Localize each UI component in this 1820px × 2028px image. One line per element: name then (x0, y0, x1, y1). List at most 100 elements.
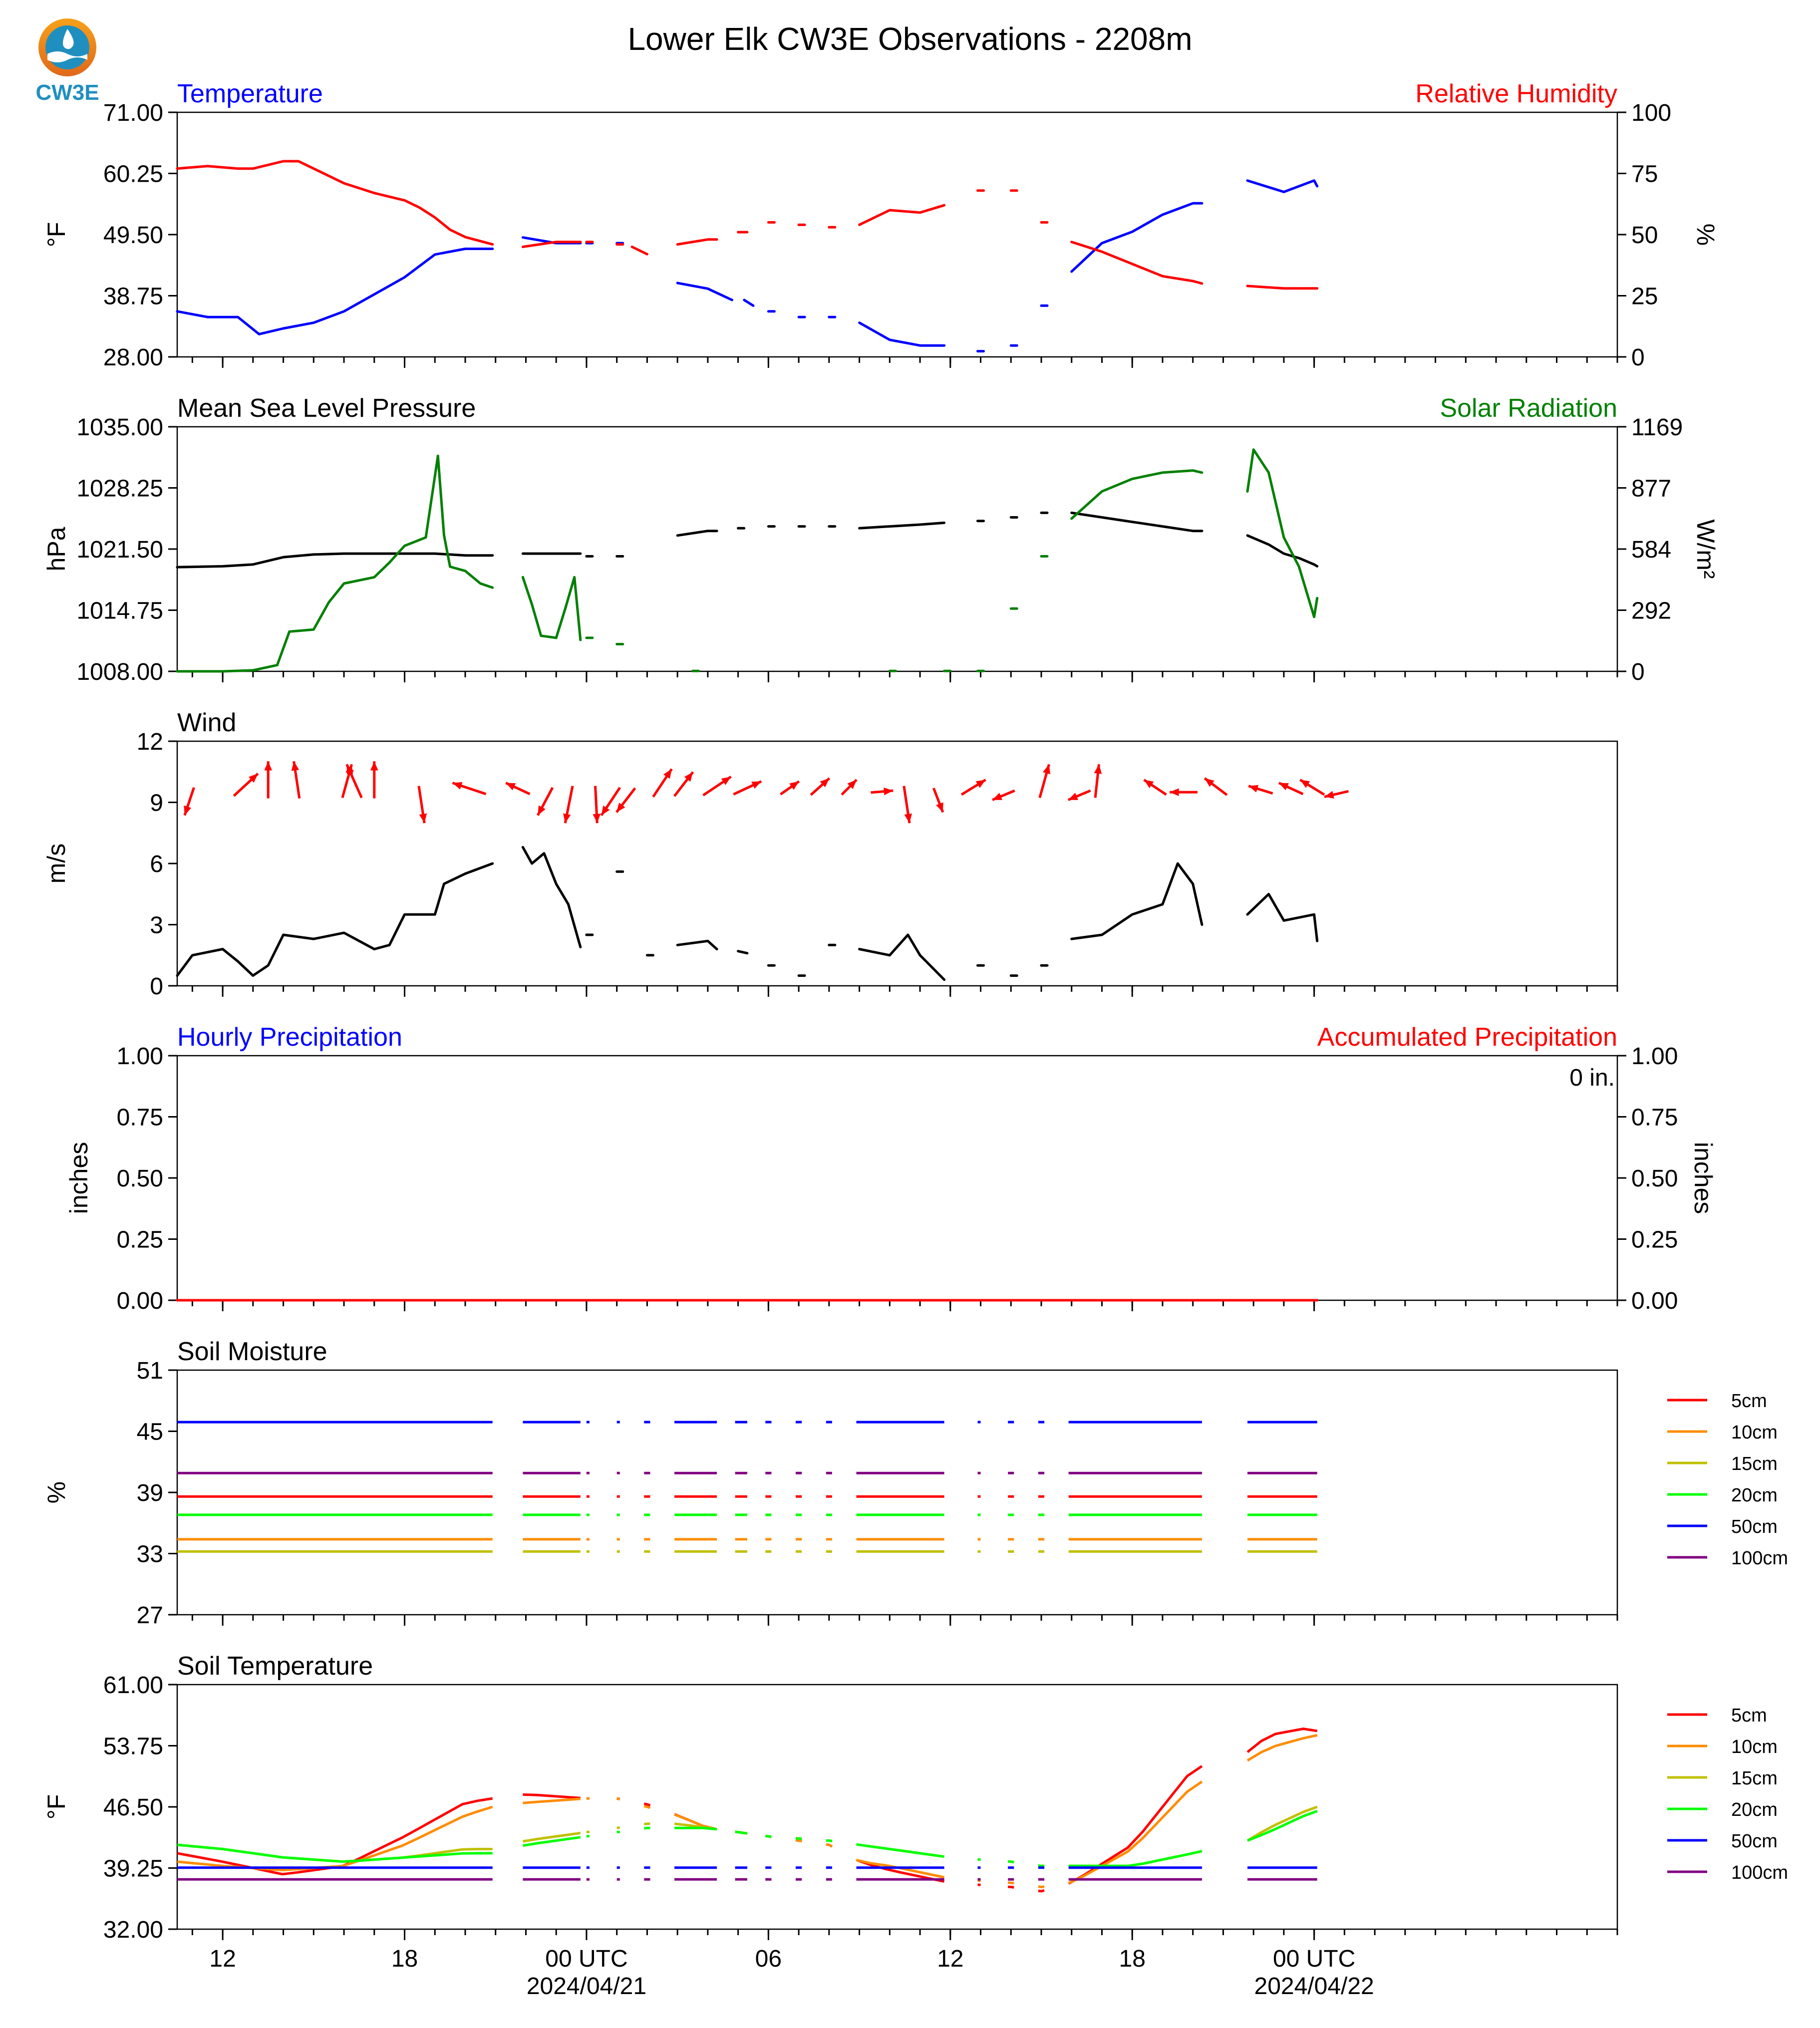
panel-title-left: Temperature (177, 79, 323, 108)
wind-arrow-head (1324, 791, 1334, 799)
x-tick-label: 18 (391, 1946, 418, 1972)
y-tick-label: 38.75 (103, 284, 163, 310)
wind-arrow-head (684, 772, 693, 782)
series-line (1070, 469, 1204, 520)
y-tick-label: 0.75 (117, 1105, 163, 1131)
wind-arrow-head (1205, 778, 1214, 787)
y-right-tick-label: 584 (1631, 537, 1671, 563)
y-tick-label: 1035.00 (76, 414, 163, 441)
x-tick-label: 12 (937, 1946, 963, 1972)
y-axis-label: °F (42, 1794, 70, 1820)
y-tick-label: 9 (150, 790, 163, 817)
legend-label: 5cm (1731, 1705, 1767, 1726)
y-tick-label: 39.25 (103, 1856, 163, 1882)
y-right-tick-label: 1169 (1631, 414, 1683, 441)
wind-arrow-head (563, 813, 571, 824)
y-tick-label: 12 (137, 729, 163, 755)
series-line (176, 248, 494, 335)
wind-arrow-head (370, 761, 378, 771)
y-tick-label: 53.75 (103, 1734, 163, 1760)
legend-label: 5cm (1731, 1391, 1767, 1412)
x-tick-label: 18 (1119, 1946, 1146, 1972)
legend-label: 50cm (1731, 1831, 1778, 1852)
panel-3: Wind 0 3 6 9 12 m/s (42, 708, 1618, 1000)
cw3e-logo: CW3E (35, 18, 99, 105)
wind-arrow-head (789, 781, 799, 790)
wind-arrow-head (820, 778, 830, 788)
soil-temperature-line (177, 1797, 493, 1876)
wind-arrow-head (1144, 780, 1154, 788)
y-right-axis-label: W/m² (1692, 519, 1720, 579)
wind-arrow-head (593, 814, 601, 824)
wind-arrow-head (663, 769, 672, 779)
plot-frame (176, 1684, 1618, 1930)
soil-temperature-line (1038, 1864, 1045, 1867)
wind-arrow-head (936, 802, 943, 813)
logo-text: CW3E (35, 80, 99, 105)
y-tick-label: 0.25 (117, 1227, 163, 1253)
soil-temperature-line (1246, 1734, 1318, 1762)
soil-temperature-line (523, 1793, 581, 1799)
wind-arrow-head (751, 781, 762, 789)
y-right-tick-label: 100 (1631, 100, 1671, 126)
wind-arrow-head (884, 787, 894, 796)
plot-frame (176, 740, 1618, 987)
y-right-tick-label: 0.00 (1631, 1288, 1678, 1314)
series-line (1246, 534, 1319, 568)
y-right-tick-label: 0 (1631, 659, 1645, 685)
y-right-tick-label: 75 (1631, 161, 1658, 188)
y-tick-label: 60.25 (103, 161, 163, 188)
soil-temperature-line (177, 1843, 493, 1863)
y-tick-label: 46.50 (103, 1794, 163, 1821)
plot-frame (176, 426, 1618, 672)
plot-frame (176, 1369, 1618, 1616)
y-tick-label: 51 (137, 1358, 163, 1384)
y-tick-label: 61.00 (103, 1672, 163, 1699)
wind-arrow-head (975, 780, 986, 788)
y-right-tick-label: 50 (1631, 222, 1658, 249)
legend-label: 100cm (1731, 1862, 1788, 1883)
y-right-tick-label: 877 (1631, 476, 1671, 502)
y-axis-label: m/s (42, 844, 70, 884)
wind-arrow-head (264, 761, 272, 771)
legend-label: 20cm (1731, 1485, 1778, 1506)
y-tick-label: 27 (137, 1602, 163, 1629)
legend-label: 50cm (1731, 1516, 1778, 1537)
y-right-tick-label: 0 (1631, 344, 1645, 371)
y-tick-label: 0 (150, 973, 163, 1000)
series-line (1070, 202, 1204, 273)
soil-temperature-line (616, 1826, 620, 1829)
soil-temperature-line (826, 1839, 833, 1842)
soil-temperature-line (1246, 1727, 1318, 1753)
panel-title-left: Wind (177, 708, 236, 737)
y-tick-label: 1021.50 (76, 537, 163, 563)
series-line (630, 246, 648, 256)
wind-arrow-head (601, 805, 610, 816)
series-line (1246, 448, 1319, 618)
x-tick-label: 00 UTC (545, 1946, 627, 1972)
y-axis-label: °F (42, 222, 70, 248)
series-line (521, 241, 582, 248)
soil-temperature-line (1008, 1860, 1014, 1864)
series-line (858, 933, 946, 981)
panel-2: Mean Sea Level Pressure Solar Radiation 10… (42, 394, 1720, 685)
y-right-axis-label: % (1692, 224, 1720, 246)
series-line (743, 298, 755, 307)
y-tick-label: 6 (150, 851, 163, 877)
wind-arrow-head (1278, 783, 1289, 791)
x-tick-date-label: 2024/04/21 (527, 1973, 646, 2000)
series-line (1070, 862, 1204, 940)
y-tick-label: 3 (150, 912, 163, 939)
x-tick-date-label: 2024/04/22 (1254, 1973, 1374, 2000)
y-axis-label: hPa (42, 527, 70, 571)
y-tick-label: 32.00 (103, 1917, 163, 1943)
series-line (858, 521, 946, 530)
soil-temperature-line (523, 1797, 581, 1804)
series-line (676, 939, 718, 950)
y-tick-label: 1014.75 (76, 598, 163, 624)
wind-arrow-head (1300, 780, 1310, 788)
panel-6: Soil Temperature 32.00 39.25 46.50 53.75 61.0… (42, 1652, 1788, 1943)
y-tick-label: 0.50 (117, 1165, 163, 1192)
series-line (676, 238, 718, 246)
